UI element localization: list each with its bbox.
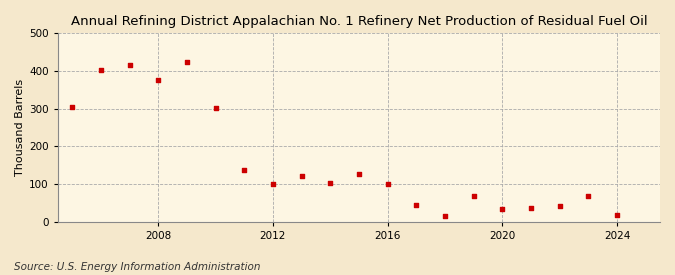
Point <box>354 172 364 176</box>
Point <box>182 59 192 64</box>
Point <box>210 106 221 110</box>
Text: Source: U.S. Energy Information Administration: Source: U.S. Energy Information Administ… <box>14 262 260 272</box>
Point <box>612 213 622 217</box>
Point <box>95 68 106 72</box>
Point <box>239 168 250 172</box>
Point <box>497 206 508 211</box>
Point <box>411 203 422 207</box>
Point <box>554 204 565 208</box>
Point <box>296 174 307 178</box>
Point <box>267 182 278 186</box>
Point <box>468 194 479 198</box>
Point <box>583 194 594 199</box>
Point <box>526 206 537 210</box>
Point <box>124 63 135 68</box>
Point <box>325 181 335 185</box>
Point <box>439 214 450 218</box>
Point <box>67 104 78 109</box>
Title: Annual Refining District Appalachian No. 1 Refinery Net Production of Residual F: Annual Refining District Appalachian No.… <box>71 15 647 28</box>
Point <box>153 78 163 82</box>
Point <box>382 182 393 186</box>
Y-axis label: Thousand Barrels: Thousand Barrels <box>15 79 25 176</box>
